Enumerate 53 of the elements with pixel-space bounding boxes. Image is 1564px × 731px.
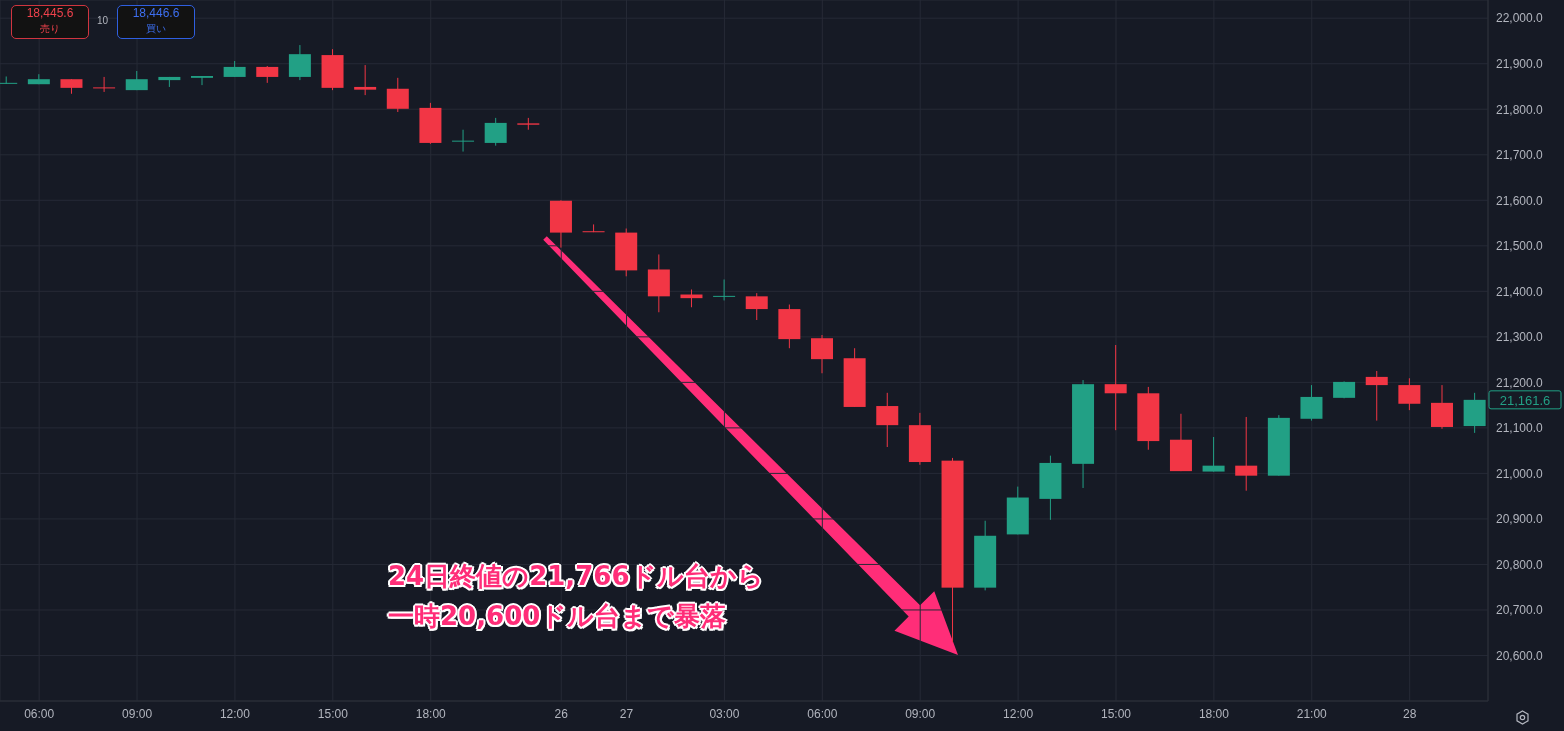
y-tick-label: 21,800.0 <box>1496 102 1544 117</box>
annotation: 18,446.6 買い <box>118 6 194 36</box>
annotation: 一時20,600ドル台まで暴落 <box>388 600 727 633</box>
x-tick-label: 15:00 <box>317 706 349 721</box>
y-tick-label: 21,500.0 <box>1496 239 1544 254</box>
candlestick <box>484 117 507 147</box>
candlestick <box>745 292 768 321</box>
candlestick <box>1202 436 1225 473</box>
x-tick-label: 09:00 <box>905 706 936 721</box>
x-tick-label: 18:00 <box>1198 706 1230 721</box>
y-tick-label: 21,700.0 <box>1496 148 1544 163</box>
candlestick <box>1398 377 1421 411</box>
x-tick-label: 06:00 <box>24 706 55 721</box>
x-tick-label: 09:00 <box>122 706 153 721</box>
candlestick <box>452 129 475 153</box>
candlestick <box>354 64 377 96</box>
text: 21,161.6 <box>1499 392 1551 408</box>
y-tick-label: 21,600.0 <box>1496 193 1544 208</box>
y-tick-label: 22,000.0 <box>1496 11 1544 26</box>
y-tick-label: 20,700.0 <box>1496 603 1544 618</box>
candlestick <box>876 392 899 448</box>
candlestick <box>93 76 116 93</box>
candlestick <box>811 334 833 374</box>
x-tick-label: 18:00 <box>415 706 447 721</box>
y-tick-label: 20,900.0 <box>1496 512 1544 527</box>
y-tick-label: 21,900.0 <box>1496 56 1544 71</box>
y-tick-label: 20,600.0 <box>1496 648 1544 663</box>
candlestick <box>1365 370 1388 422</box>
annotation: 24日終値の21,766ドル台から <box>388 560 764 593</box>
candlestick <box>191 75 213 86</box>
y-tick-label: 20,800.0 <box>1496 557 1544 572</box>
x-tick-label: 28 <box>1403 706 1417 721</box>
x-tick-label: 12:00 <box>1003 706 1034 721</box>
y-tick-label: 21,300.0 <box>1496 330 1544 345</box>
y-tick-label: 21,400.0 <box>1496 284 1544 299</box>
x-tick-label: 27 <box>619 706 634 721</box>
y-tick-label: 21,200.0 <box>1496 375 1544 390</box>
candlestick <box>1235 416 1258 492</box>
candlestick <box>1104 344 1127 431</box>
y-tick-label: 21,100.0 <box>1496 421 1544 436</box>
x-tick-label: 03:00 <box>709 706 740 721</box>
candlestick <box>386 77 409 113</box>
annotation: 18,445.6 売り <box>12 6 88 36</box>
candlestick <box>713 278 736 301</box>
x-tick-label: 21:00 <box>1296 706 1328 721</box>
candlestick <box>1300 384 1323 422</box>
x-tick-label: 12:00 <box>219 706 251 721</box>
y-tick-label: 21,000.0 <box>1496 466 1544 481</box>
annotation: 10 <box>97 15 109 26</box>
x-tick-label: 15:00 <box>1100 706 1132 721</box>
x-tick-label: 26 <box>554 706 569 721</box>
candlestick <box>288 44 311 81</box>
x-tick-label: 06:00 <box>807 706 838 721</box>
